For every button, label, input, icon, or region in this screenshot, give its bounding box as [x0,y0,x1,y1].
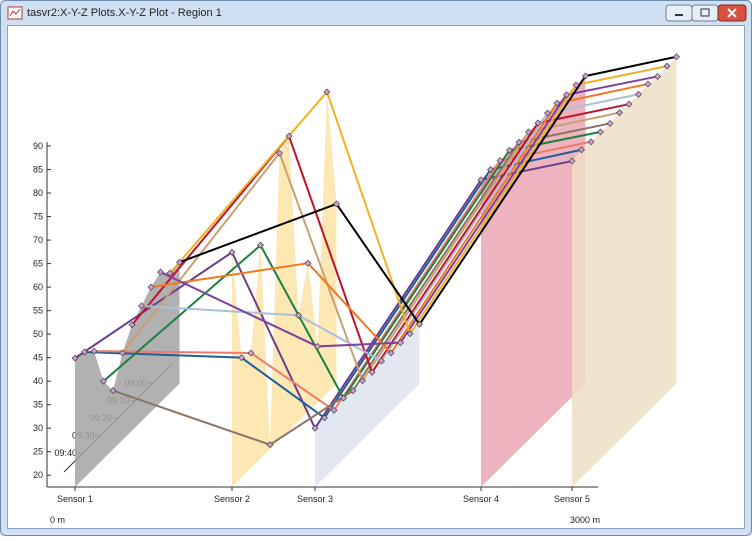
data-point [506,146,513,154]
data-point [304,259,312,267]
x-tick-label: Sensor 1 [57,494,93,504]
data-point [323,88,331,96]
y-tick-label: 30 [33,423,43,433]
data-point [534,119,542,127]
data-point [314,343,321,350]
y-tick-label: 35 [33,400,43,410]
data-point [349,387,357,395]
data-point [563,91,570,99]
x-tick-label: Sensor 5 [554,494,590,504]
data-point [138,302,145,310]
data-point [587,138,595,146]
data-point [81,348,88,356]
data-point [654,73,661,80]
sensor-area [75,262,180,487]
data-point [663,62,671,70]
x-range-start: 0 m [50,515,65,525]
y-tick-label: 80 [33,188,43,198]
data-point [625,100,633,108]
app-icon-glyph [9,8,21,17]
data-point [572,81,580,89]
data-point [340,394,347,402]
data-point [128,321,136,329]
data-point [285,132,293,140]
data-point [553,99,561,107]
data-point [616,109,623,117]
data-point [397,339,404,347]
z-tick-label: 09:40 [54,448,77,458]
minimize-icon [675,14,683,16]
data-point [487,166,494,173]
x-tick-label: Sensor 4 [463,494,499,504]
chart: 20 25 30 35 40 45 50 55 60 65 70 75 80 85 90 Sensor 1 Se… [33,53,680,525]
data-point [515,138,523,146]
data-point [368,368,376,376]
y-tick-label: 40 [33,376,43,386]
data-point [359,377,366,385]
sensor-area [572,56,677,487]
x-range-end: 3000 m [570,515,600,525]
y-tick-label: 90 [33,141,43,151]
y-tick-label: 70 [33,235,43,245]
data-point [276,149,283,157]
data-point [406,330,414,338]
y-tick-label: 55 [33,306,43,316]
data-point [582,72,589,80]
data-point [568,157,576,165]
data-point [578,146,585,154]
minimize-button[interactable] [665,4,693,22]
data-point [606,120,614,127]
maximize-icon [700,8,710,17]
y-tick-label: 65 [33,259,43,269]
data-point [378,357,385,365]
data-point [330,406,338,414]
data-point [166,269,174,277]
x-tick-label: Sensor 2 [214,494,250,504]
data-point [496,157,504,165]
close-icon [727,8,737,18]
x-tick-label: Sensor 3 [297,494,333,504]
y-tick-label: 45 [33,353,43,363]
data-point [333,200,340,208]
data-point [119,349,126,357]
data-point [321,414,328,422]
y-tick-label: 25 [33,447,43,457]
data-point [416,320,423,328]
y-tick-label: 60 [33,282,43,292]
y-tick-label: 85 [33,165,43,175]
data-point [257,241,264,249]
data-point [597,128,604,136]
sensor-area [315,324,420,487]
data-point [673,53,680,61]
data-point [71,354,79,362]
data-point [525,128,532,136]
data-point [644,80,652,88]
data-point [311,424,319,432]
data-point [90,347,98,355]
data-point [238,354,245,362]
y-tick-label: 75 [33,212,43,222]
data-point [176,258,183,266]
data-point [387,349,395,357]
data-point [635,90,642,98]
data-point [147,283,155,291]
y-tick-label: 50 [33,329,43,339]
data-point [228,248,236,256]
data-point [295,311,302,319]
data-point [247,349,255,357]
y-tick-label: 20 [33,470,43,480]
data-point [477,176,485,184]
data-point [100,377,107,385]
maximize-button[interactable] [691,4,719,22]
window-title: tasvr2:X-Y-Z Plots.X-Y-Z Plot - Region 1 [27,7,222,19]
data-point [109,387,117,395]
data-point [157,268,164,276]
data-point [544,109,551,117]
data-point [266,441,274,449]
